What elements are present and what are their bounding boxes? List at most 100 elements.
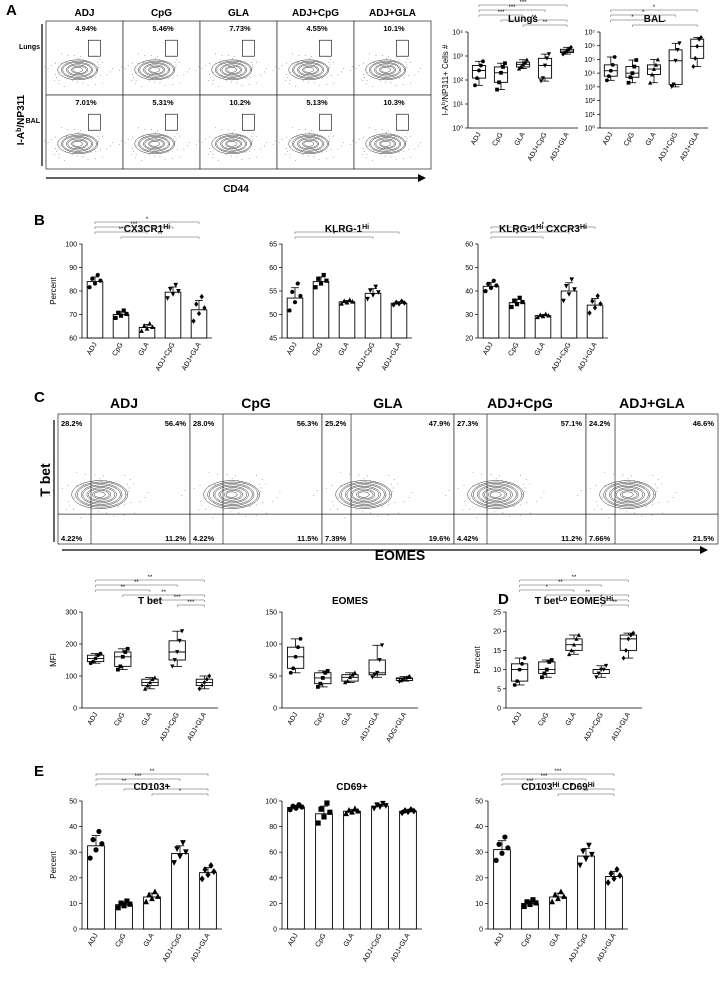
event-dot [397,483,399,485]
event-dot [658,502,660,503]
y-tick-label: 10¹ [453,102,464,109]
contour-line [143,137,169,151]
x-tick-label: ADJ+GLA [577,341,599,372]
event-dot [144,129,146,130]
contour-line [298,64,319,76]
event-dot [106,74,108,76]
event-dot [213,145,215,147]
event-dot [352,66,354,68]
x-tick-label: ADJ+GLA [181,341,203,372]
event-dot [366,83,368,85]
event-dot [103,475,104,477]
event-dot [90,77,92,79]
data-point [372,672,377,677]
event-dot [215,127,217,129]
event-dot [239,60,241,62]
event-dot [362,154,363,156]
y-tick-label: 20 [69,875,77,882]
event-dot [179,156,181,158]
contour-line [370,136,401,152]
data-point [611,875,617,882]
event-dot [336,508,338,510]
event-dot [390,494,392,495]
data-point [546,312,551,318]
event-dot [358,65,360,66]
data-point [349,808,355,815]
flow-a-column-header: ADJ+CpG [292,8,339,19]
data-point [383,803,389,809]
data-point [296,645,300,650]
flow-c-q4-percent: 21.5% [693,534,715,543]
event-dot [285,136,287,138]
flow-a-column-header: CpG [151,8,172,19]
event-dot [138,127,140,129]
superscript: Hi [552,782,559,789]
contour-line [71,480,128,509]
data-point [542,63,548,68]
event-dot [597,504,599,506]
event-dot [98,64,100,66]
bar [390,302,408,339]
x-tick-label: ADJ+CpG [527,132,549,163]
event-dot [208,154,209,156]
flow-a-gate [396,113,409,131]
event-dot [332,61,334,63]
y-tick-label: 50 [475,799,483,806]
event-dot [363,478,365,480]
event-dot [98,511,100,513]
flow-a-gate-percent: 4.55% [306,24,328,33]
event-dot [204,508,206,510]
event-dot [331,484,333,486]
chart-title: CD69+ [336,782,368,793]
event-dot [266,67,267,69]
event-dot [252,138,254,140]
event-dot [255,135,257,137]
event-dot [58,83,60,85]
event-dot [580,490,582,491]
flow-a-population [349,53,421,87]
event-dot [175,138,177,140]
flow-a-gate-percent: 10.2% [229,98,251,107]
event-dot [50,65,52,66]
event-dot [462,509,464,511]
text-part: Percent [49,276,58,304]
event-dot [136,71,138,73]
contour-line [374,137,400,151]
x-tick-label: ADJ+GLA [610,711,632,742]
superscript: Hi [588,782,595,789]
event-dot [173,69,175,71]
x-tick-label: ADJ [287,933,300,948]
event-dot [478,484,480,485]
y-tick-label: 200 [65,642,77,649]
chart-C_tbet: T bet 0 100 200 300 MFI ADJ CpG GLA ADJ+CpG ADJ+GL… [49,575,218,742]
event-dot [74,129,76,131]
event-dot [465,504,467,506]
event-dot [657,479,659,480]
flow-c-population [49,471,149,519]
flow-a-gate-percent: 10.3% [383,98,405,107]
event-dot [236,82,238,84]
data-point [555,895,561,902]
chart-B_klrg1: KLRG-1Hi 45 50 55 60 65 ADJ CpG GLA ADJ+CpG ADJ+GL… [269,224,412,372]
contour-line [335,480,392,509]
event-dot [390,133,392,135]
event-dot [631,475,632,477]
flow-c-q2-percent: 46.6% [693,419,715,428]
event-dot [61,488,63,490]
data-point [324,278,329,283]
event-dot [340,471,342,473]
event-dot [338,497,339,499]
event-dot [255,514,257,516]
event-dot [124,504,126,506]
y-tick-label: 10⁵ [584,57,595,64]
event-dot [414,148,416,150]
data-point [630,71,635,76]
event-dot [67,500,69,502]
event-dot [608,517,610,519]
x-tick-label: ADJ [602,132,615,147]
event-dot [330,132,332,134]
event-dot [343,67,344,69]
event-dot [298,129,300,130]
event-dot [58,157,60,159]
event-dot [256,475,257,476]
